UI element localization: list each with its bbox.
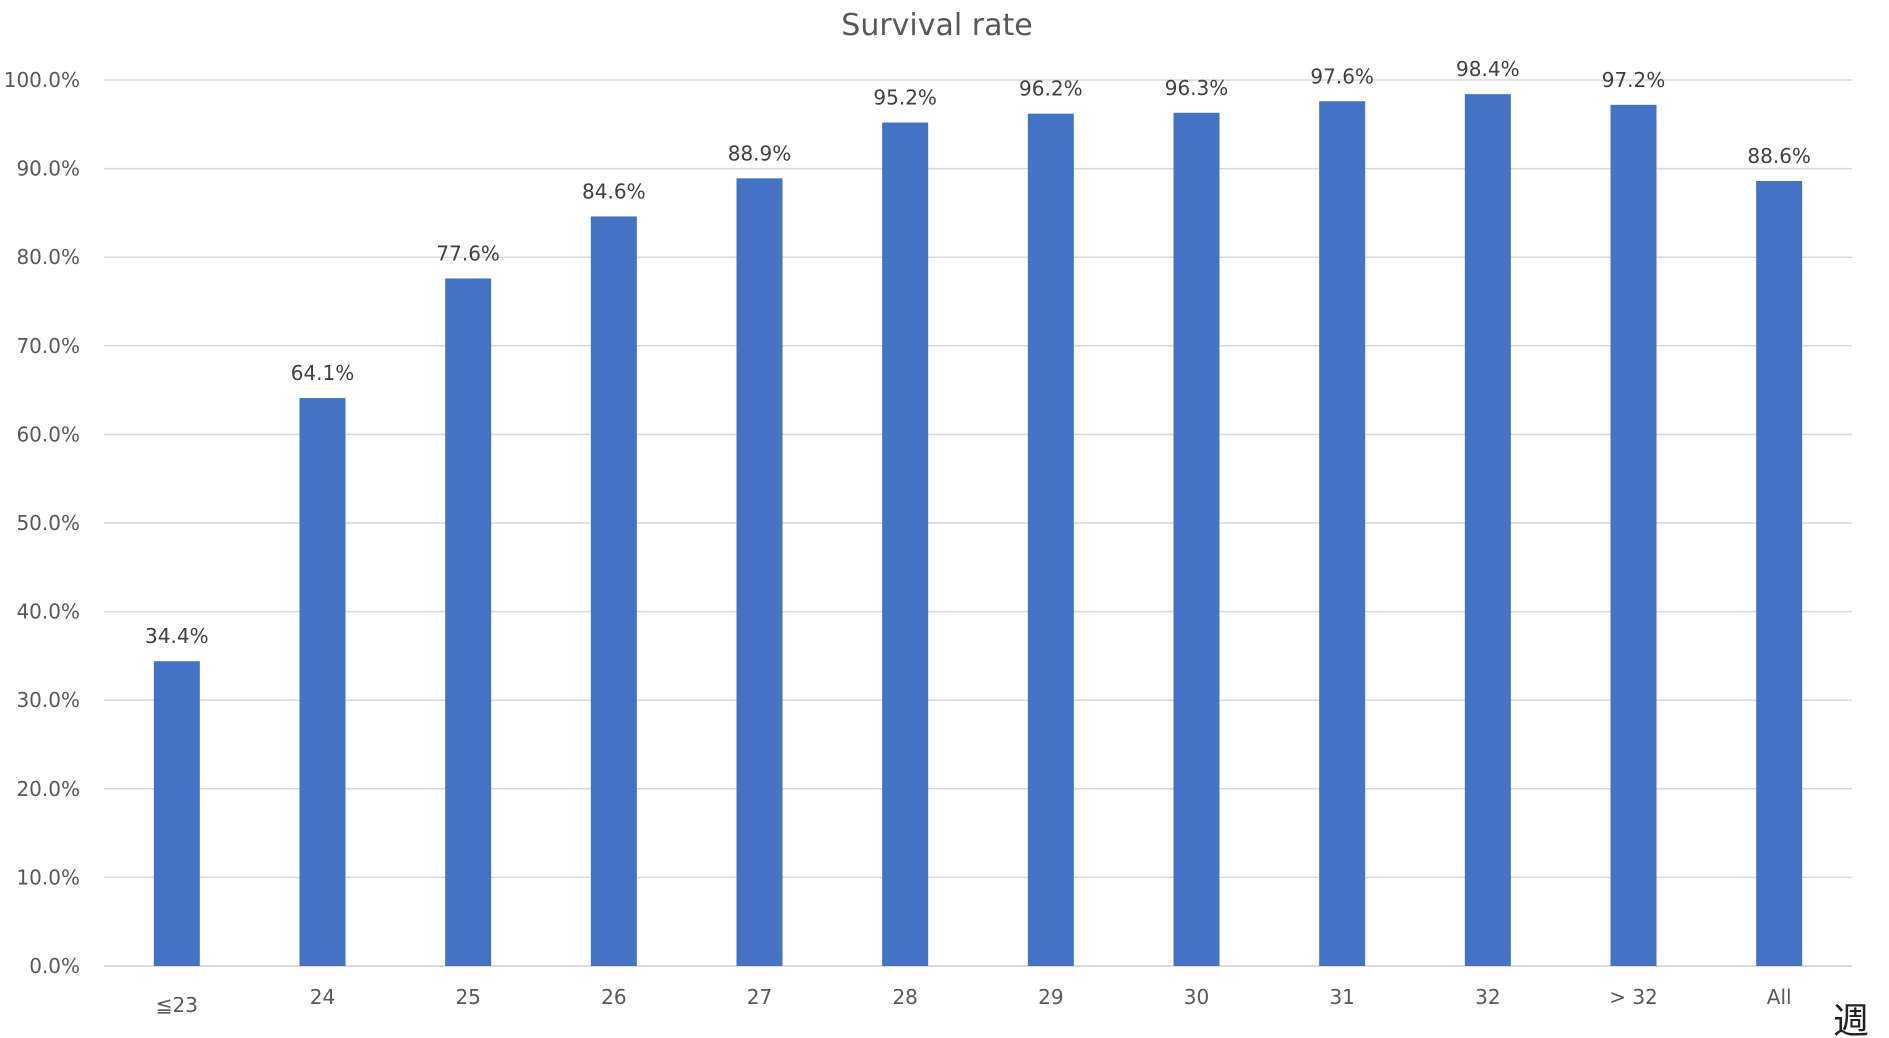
y-tick-label: 60.0% [16, 422, 80, 446]
bar [1173, 112, 1220, 967]
data-label: 97.6% [1310, 64, 1374, 88]
category-label: 32 [1475, 985, 1500, 1009]
x-axis-category-labels: ≦23 24 25 26 27 28 29 30 31 32 > 32 All [156, 985, 1792, 1017]
bar [445, 278, 492, 966]
data-label: 95.2% [873, 86, 937, 110]
data-label: 84.6% [582, 179, 646, 203]
data-label: 96.3% [1165, 76, 1229, 100]
category-label: 26 [601, 985, 626, 1009]
gridlines [104, 79, 1852, 967]
bar [736, 178, 783, 966]
data-label: 88.6% [1747, 144, 1811, 168]
bar [1027, 113, 1074, 967]
bar [1610, 104, 1657, 967]
category-label: 30 [1184, 985, 1209, 1009]
category-label: 24 [310, 985, 335, 1009]
bar [590, 216, 637, 967]
axis-unit-label: 週 [1833, 1001, 1869, 1038]
category-label: 28 [892, 985, 917, 1009]
data-label: 77.6% [436, 241, 500, 265]
data-label: 88.9% [728, 141, 792, 165]
bar [299, 398, 346, 967]
y-tick-label: 100.0% [4, 68, 80, 92]
data-label: 98.4% [1456, 57, 1520, 81]
category-label: All [1767, 985, 1792, 1009]
data-label: 97.2% [1602, 68, 1666, 92]
bar [1319, 101, 1366, 967]
chart-title: Survival rate [841, 8, 1032, 43]
data-label: 64.1% [291, 361, 355, 385]
category-label: ≦23 [156, 993, 198, 1017]
bar [882, 122, 929, 966]
y-tick-label: 70.0% [16, 334, 80, 358]
bar [153, 661, 200, 966]
y-tick-label: 30.0% [16, 688, 80, 712]
bars [153, 94, 1803, 967]
category-label: 27 [747, 985, 772, 1009]
category-label: 25 [455, 985, 480, 1009]
data-label: 34.4% [145, 624, 209, 648]
y-tick-label: 50.0% [16, 511, 80, 535]
y-tick-label: 90.0% [16, 157, 80, 181]
category-label: 31 [1329, 985, 1354, 1009]
data-label: 96.2% [1019, 77, 1083, 101]
y-tick-label: 80.0% [16, 245, 80, 269]
category-label: 29 [1038, 985, 1063, 1009]
bar [1756, 181, 1803, 966]
y-tick-label: 40.0% [16, 600, 80, 624]
data-labels: 34.4% 64.1% 77.6% 84.6% 88.9% 95.2% 96.2% 96.3%… [145, 57, 1811, 648]
y-tick-label: 0.0% [29, 954, 80, 978]
category-label: > 32 [1609, 985, 1658, 1009]
y-axis-tick-labels: 0.0% 10.0% 20.0% 30.0% 40.0% 50.0% 60.0% 70.0% 8… [4, 68, 80, 978]
y-tick-label: 20.0% [16, 777, 80, 801]
bar [1464, 94, 1511, 966]
y-tick-label: 10.0% [16, 865, 80, 889]
